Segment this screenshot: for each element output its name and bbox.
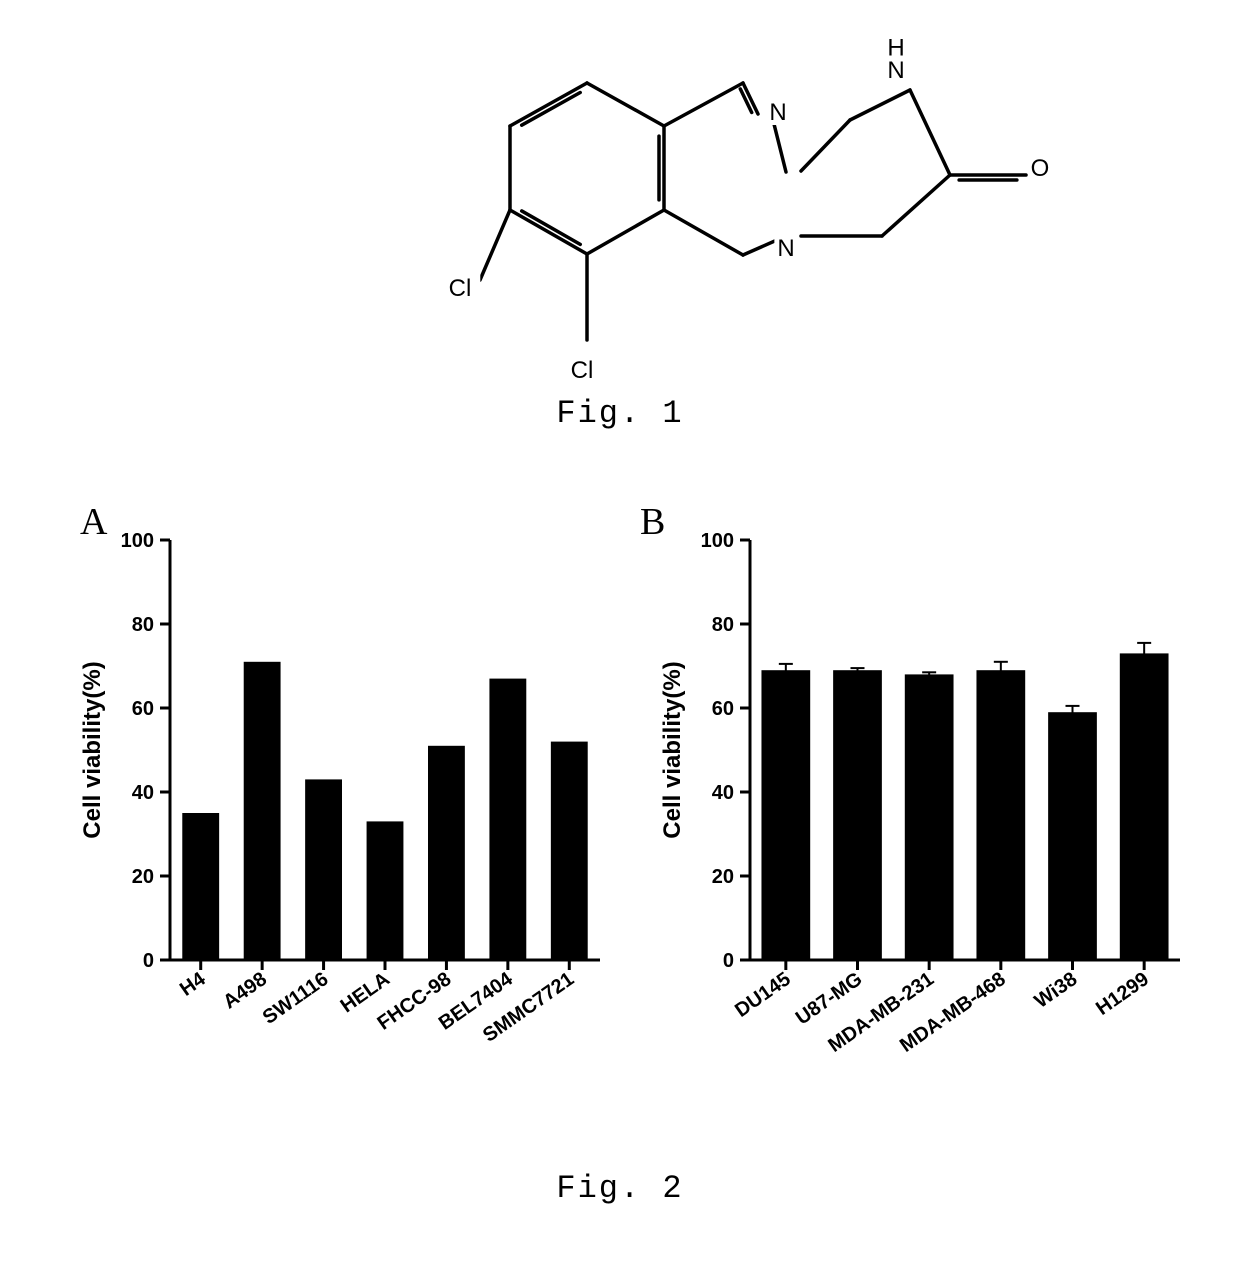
chart-panel-B: 020406080100Cell viability(%)DU145U87-MG… <box>640 520 1200 1120</box>
svg-text:0: 0 <box>723 950 734 972</box>
figure-1-caption: Fig. 1 <box>0 395 1240 432</box>
svg-text:0: 0 <box>143 950 154 972</box>
svg-text:O: O <box>1031 155 1050 182</box>
figure-2-caption: Fig. 2 <box>0 1170 1240 1207</box>
svg-text:100: 100 <box>701 530 734 552</box>
svg-text:Cl: Cl <box>571 357 594 384</box>
svg-text:20: 20 <box>712 866 734 888</box>
svg-text:N: N <box>769 99 786 126</box>
svg-text:H: H <box>887 35 904 62</box>
svg-text:40: 40 <box>132 782 154 804</box>
chemical-structure: ClClNNNHO <box>0 0 1240 400</box>
chart-panel-A: 020406080100Cell viability(%)H4A498SW111… <box>60 520 620 1120</box>
svg-text:100: 100 <box>121 530 154 552</box>
page-root: ClClNNNHO Fig. 1 A B 020406080100Cell vi… <box>0 0 1240 1280</box>
svg-text:Cell viability(%): Cell viability(%) <box>79 661 106 838</box>
svg-text:H1299: H1299 <box>1092 968 1153 1020</box>
svg-text:H4: H4 <box>176 968 210 1001</box>
svg-text:N: N <box>777 235 794 262</box>
svg-text:SW1116: SW1116 <box>259 968 333 1029</box>
svg-text:80: 80 <box>132 614 154 636</box>
svg-text:60: 60 <box>712 698 734 720</box>
figure-2: A B 020406080100Cell viability(%)H4A498S… <box>0 480 1240 1260</box>
svg-text:40: 40 <box>712 782 734 804</box>
svg-text:Cell viability(%): Cell viability(%) <box>659 661 686 838</box>
svg-text:20: 20 <box>132 866 154 888</box>
svg-text:60: 60 <box>132 698 154 720</box>
svg-text:Wi38: Wi38 <box>1031 968 1082 1013</box>
svg-text:Cl: Cl <box>449 275 472 302</box>
svg-text:DU145: DU145 <box>731 968 795 1022</box>
figure-1: ClClNNNHO Fig. 1 <box>0 0 1240 460</box>
bar-chart-A: 020406080100Cell viability(%)H4A498SW111… <box>60 520 620 1120</box>
svg-text:80: 80 <box>712 614 734 636</box>
bar-chart-B: 020406080100Cell viability(%)DU145U87-MG… <box>640 520 1200 1120</box>
